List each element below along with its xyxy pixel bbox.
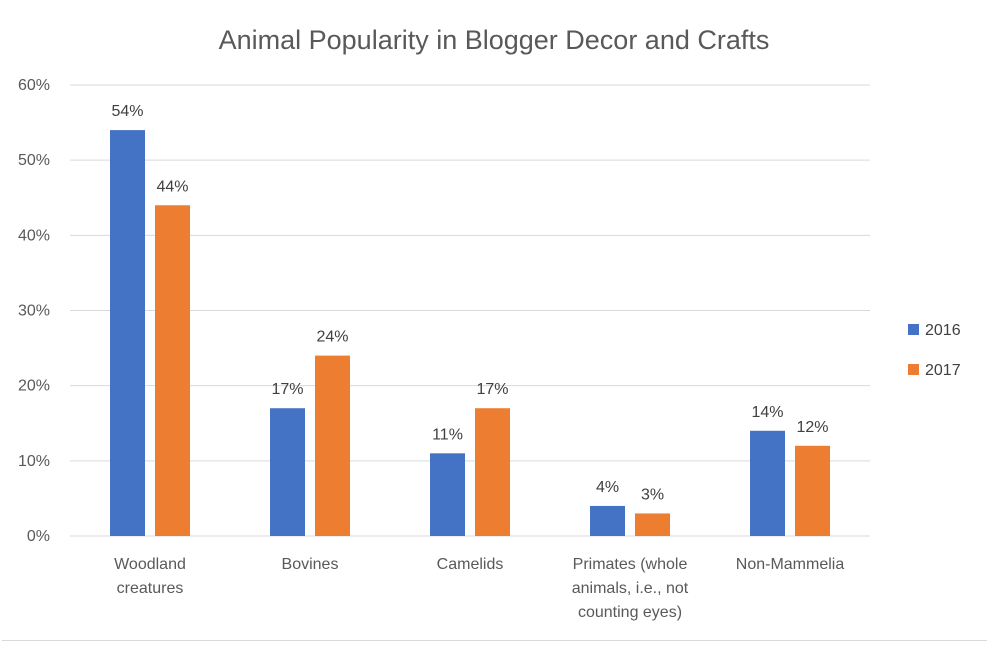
data-label: 24%	[316, 329, 348, 346]
y-tick-label: 40%	[18, 227, 50, 244]
bar-2017	[155, 205, 190, 536]
data-label: 3%	[641, 486, 664, 503]
data-label: 11%	[432, 426, 463, 443]
bar-2017	[795, 445, 830, 536]
category-label: Non-Mammelia	[736, 556, 845, 573]
data-label: 4%	[596, 479, 619, 496]
bar-2016	[110, 130, 145, 536]
y-tick-label: 30%	[18, 303, 50, 320]
divider	[2, 640, 987, 641]
data-label: 17%	[476, 381, 508, 398]
data-label: 54%	[111, 103, 143, 120]
legend-swatch	[908, 324, 919, 335]
category-labels: Woodland creatures Bovines Camelids Primates…	[114, 556, 844, 621]
legend: 2016 2017	[908, 322, 961, 379]
y-tick-label: 10%	[18, 453, 50, 470]
y-tick-label: 50%	[18, 152, 50, 169]
legend-label: 2017	[925, 362, 961, 379]
category-label: Bovines	[282, 556, 339, 573]
data-label: 17%	[271, 381, 303, 398]
bar-2016	[270, 408, 305, 536]
category-label: creatures	[117, 580, 184, 597]
bar-2016	[430, 453, 465, 536]
data-label: 14%	[751, 404, 783, 421]
category-label: counting eyes)	[578, 604, 682, 621]
bar-2017	[315, 355, 350, 536]
y-tick-label: 20%	[18, 378, 50, 395]
bar-2016	[750, 430, 785, 536]
data-label: 44%	[156, 178, 188, 195]
bars	[110, 130, 830, 536]
category-label: Primates (whole	[573, 556, 688, 573]
data-labels: 54% 44% 17% 24% 11% 17% 4% 3% 14% 12%	[111, 103, 828, 503]
gridlines	[70, 84, 870, 537]
category-label: animals, i.e., not	[572, 580, 689, 597]
legend-label: 2016	[925, 322, 961, 339]
category-label: Woodland	[114, 556, 186, 573]
y-tick-label: 60%	[18, 77, 50, 94]
y-tick-label: 0%	[27, 528, 50, 545]
chart-title: Animal Popularity in Blogger Decor and C…	[219, 25, 770, 55]
bar-2017	[635, 513, 670, 536]
legend-swatch	[908, 364, 919, 375]
y-axis-ticks: 0% 10% 20% 30% 40% 50% 60%	[18, 77, 50, 545]
bar-2016	[590, 505, 625, 536]
data-label: 12%	[796, 419, 828, 436]
bar-2017	[475, 408, 510, 536]
category-label: Camelids	[437, 556, 504, 573]
